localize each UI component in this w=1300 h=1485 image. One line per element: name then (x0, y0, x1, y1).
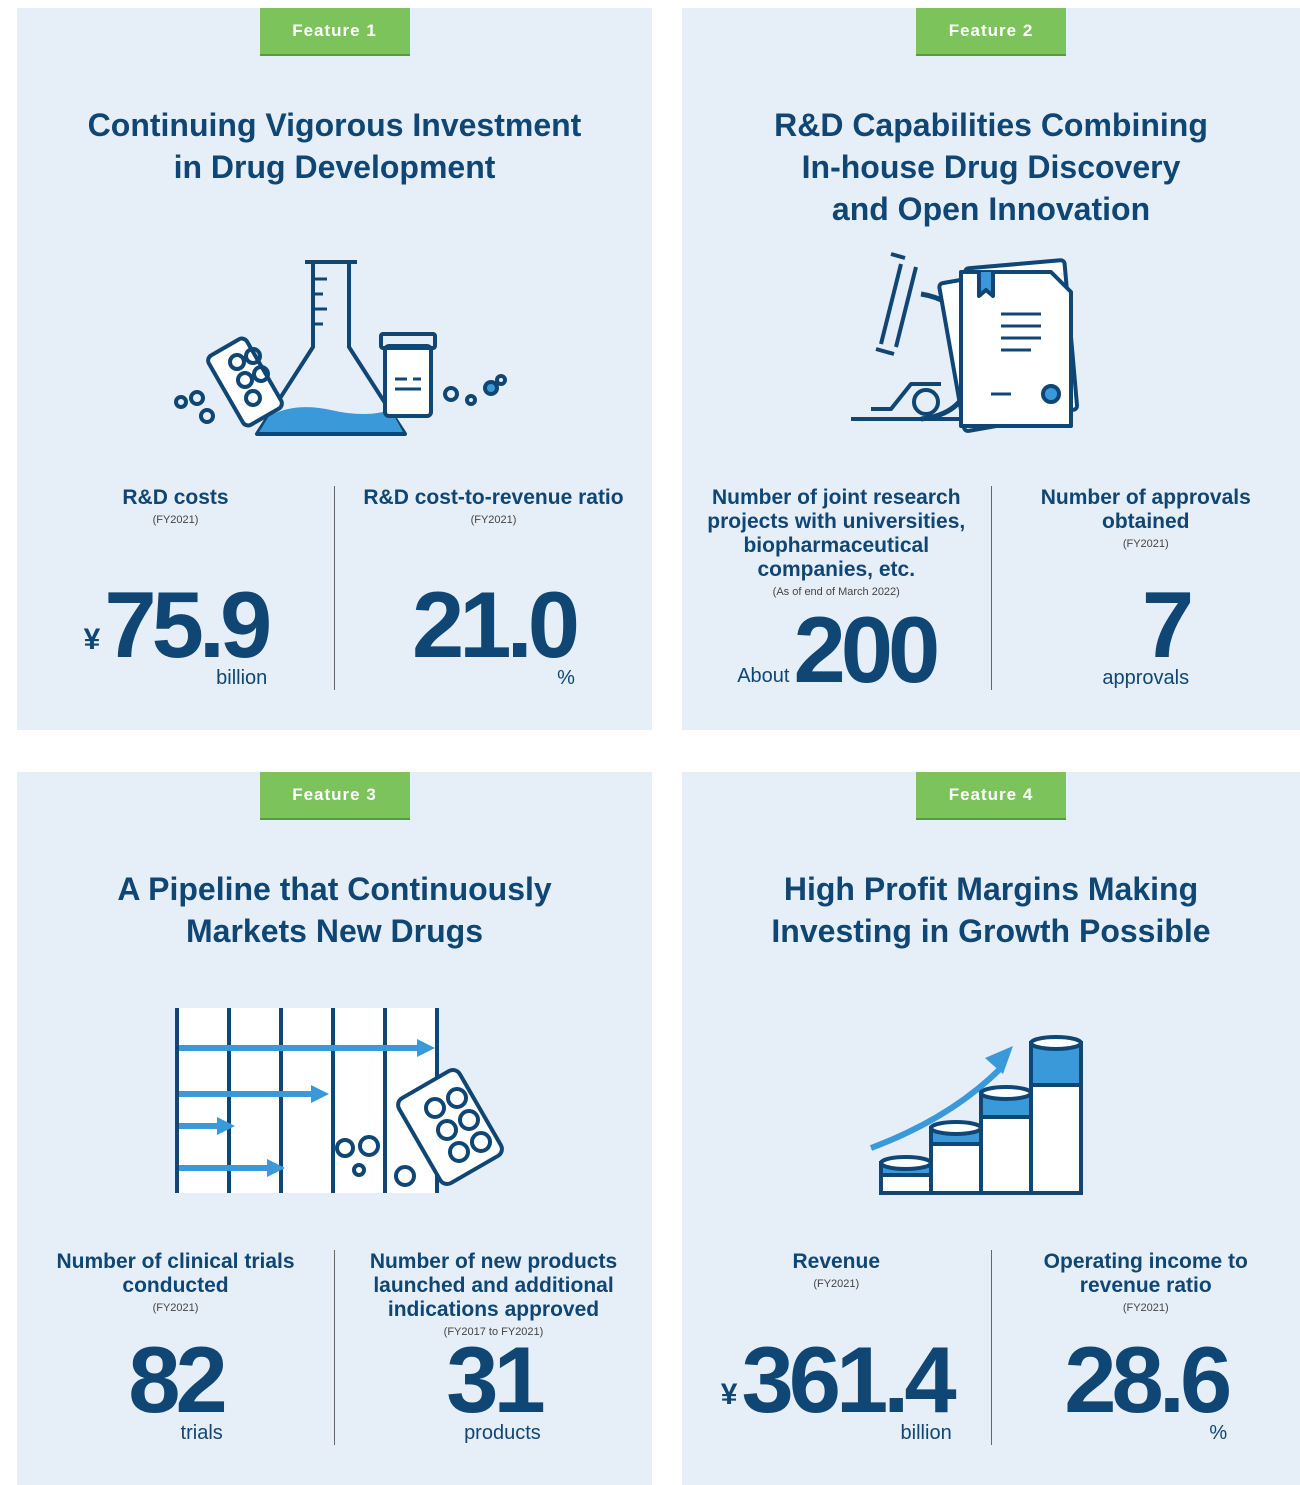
stat-value: 361.4 (741, 1340, 951, 1420)
stat-unit: trials (181, 1422, 223, 1445)
stat-unit: % (557, 667, 575, 690)
stat-value: 28.6 (1064, 1340, 1227, 1420)
stat-label: Operating income to revenue ratio (1002, 1250, 1291, 1298)
feature-badge: Feature 2 (916, 8, 1066, 54)
stat-label: R&D costs (122, 486, 228, 510)
stat-unit: products (464, 1422, 541, 1445)
stat-value: 21.0 (412, 585, 575, 665)
feature-badge: Feature 1 (260, 8, 410, 54)
stats: Number of clinical trials conducted (FY20… (17, 1242, 652, 1445)
stat-label: Number of clinical trials conducted (27, 1250, 324, 1298)
stat-unit: billion (901, 1422, 952, 1445)
stat: Operating income to revenue ratio (FY2021… (992, 1242, 1300, 1445)
stat-value: 75.9 (104, 585, 267, 665)
number-row: 31 (446, 1340, 541, 1420)
stat-unit: approvals (1102, 667, 1189, 690)
stat-period: (FY2021) (1123, 1302, 1169, 1314)
stat-prefix: ¥ (721, 1378, 738, 1412)
stat: Number of new products launched and addi… (335, 1242, 652, 1445)
number-row: 21.0 (412, 585, 575, 665)
stat-value: 7 (1142, 585, 1189, 665)
stat-number: 28.6% (1064, 1340, 1227, 1445)
number-row: ¥361.4 (721, 1340, 952, 1420)
stat-period: (FY2021) (153, 1302, 199, 1314)
stat-label: Number of joint research projects with u… (692, 486, 981, 582)
stat-label: Number of new products launched and addi… (345, 1250, 642, 1322)
stat-period: (FY2021) (1123, 538, 1169, 550)
feature-icon (682, 998, 1300, 1210)
stat-label: Number of approvals obtained (1002, 486, 1291, 534)
stat: R&D cost-to-revenue ratio (FY2021) 21.0% (335, 478, 652, 690)
feature-icon (682, 234, 1300, 446)
number-row: ¥75.9 (84, 585, 268, 665)
title-line: and Open Innovation (682, 188, 1300, 230)
stat-value: 82 (128, 1340, 223, 1420)
feature-badge: Feature 3 (260, 772, 410, 818)
stat-value: 31 (446, 1340, 541, 1420)
title-line: Investing in Growth Possible (682, 910, 1300, 952)
stat-period: (FY2021) (153, 514, 199, 526)
title-line: R&D Capabilities Combining (682, 104, 1300, 146)
feature-icon (17, 998, 652, 1210)
number-row: 82 (128, 1340, 223, 1420)
stat-period: (FY2021) (471, 514, 517, 526)
stat: Number of clinical trials conducted (FY20… (17, 1242, 334, 1445)
number-row: 28.6 (1064, 1340, 1227, 1420)
stat-number: 21.0% (412, 585, 575, 690)
title-line: A Pipeline that Continuously (17, 868, 652, 910)
title-line: in Drug Development (17, 146, 652, 188)
title-line: High Profit Margins Making (682, 868, 1300, 910)
stat-label: R&D cost-to-revenue ratio (363, 486, 623, 510)
page: Feature 1 Continuing Vigorous Investmenti… (0, 0, 1300, 1485)
stat-label: Revenue (792, 1250, 880, 1274)
number-row: 7 (1142, 585, 1189, 665)
stat-prefix: About (737, 665, 789, 688)
feature-icon (17, 234, 652, 446)
stat-period: (FY2021) (813, 1278, 859, 1290)
stats: Number of joint research projects with u… (682, 478, 1300, 690)
stat-unit: billion (216, 667, 267, 690)
stat: Number of joint research projects with u… (682, 478, 991, 690)
feature-badge: Feature 4 (916, 772, 1066, 818)
title-line: Markets New Drugs (17, 910, 652, 952)
title-line: Continuing Vigorous Investment (17, 104, 652, 146)
stat-prefix: ¥ (84, 623, 101, 657)
stat-value: 200 (793, 610, 935, 690)
stat-unit: % (1209, 1422, 1227, 1445)
title-line: In-house Drug Discovery (682, 146, 1300, 188)
